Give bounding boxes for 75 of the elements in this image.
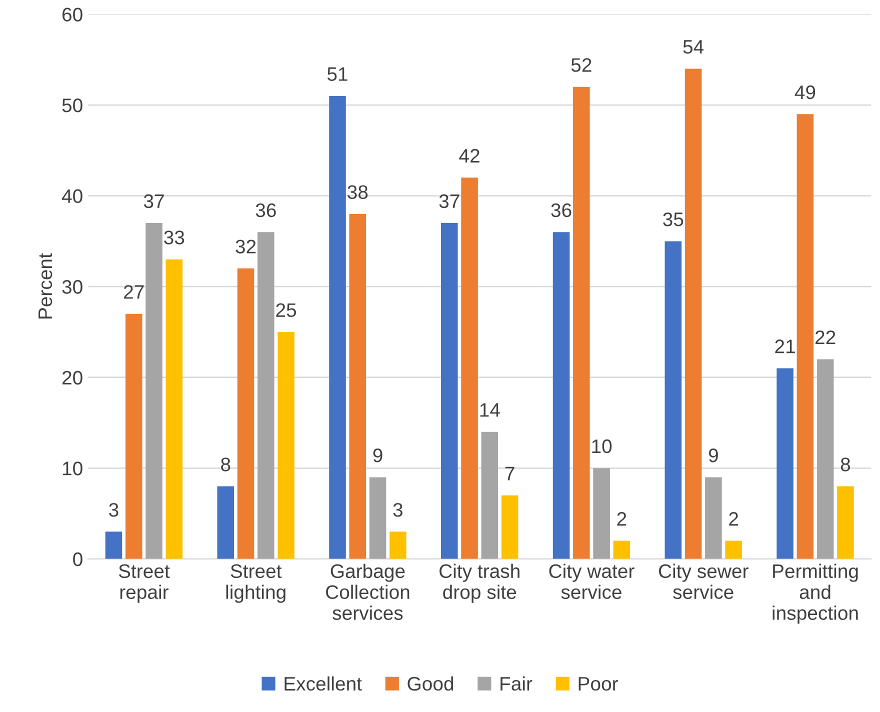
bar [105,532,122,559]
data-label: 54 [683,40,704,54]
bar [369,477,386,559]
data-label: 9 [708,448,718,462]
data-label: 36 [551,203,572,218]
y-tick-label: 60 [62,8,82,22]
bar [573,86,590,559]
data-label: 2 [617,512,626,526]
data-label: 8 [840,458,850,472]
data-label: 33 [164,230,184,244]
bar [705,477,722,559]
bar [725,540,742,559]
x-tick-label: Street lighting [226,564,286,603]
bar [796,114,814,559]
x-tick-label: City trash drop site [440,564,520,603]
bar [481,432,498,559]
data-label: 36 [256,203,276,218]
data-label: 52 [571,58,592,72]
bar [390,532,406,559]
data-label: 51 [327,67,348,81]
bar [166,259,183,559]
x-tick-label: City water service [549,564,634,600]
y-tick-label: 20 [62,370,82,385]
bar [146,223,162,559]
data-label: 27 [124,285,144,299]
bar [501,495,518,559]
bar [461,178,478,559]
y-tick-label: 0 [73,552,82,566]
bar [217,486,234,559]
bar [278,332,294,559]
data-label: 37 [439,194,460,208]
data-label: 22 [815,330,836,344]
x-tick-label: City sewer service [658,564,748,600]
bar [837,486,854,559]
legend-label: Poor [578,677,618,691]
data-label: 10 [592,439,612,454]
bar [593,468,610,559]
data-label: 32 [236,240,256,254]
data-label: 2 [729,512,738,526]
bar [776,368,794,559]
legend-label: Fair [500,676,532,691]
data-label: 38 [348,185,368,199]
y-tick-label: 10 [62,462,82,476]
bar [258,232,274,559]
data-label: 21 [775,340,795,354]
y-tick-label: 40 [62,189,82,204]
bar [329,96,346,559]
bar [237,268,254,559]
x-tick-label: Street repair [118,564,170,603]
data-label: 8 [221,458,230,472]
bar [441,223,458,559]
y-axis-title: Percent [38,253,52,318]
data-label: 7 [505,466,514,480]
legend-label: Good [408,676,454,691]
y-tick-label: 30 [62,280,82,294]
bar [613,540,630,559]
data-label: 25 [276,303,296,318]
data-label: 9 [373,448,382,462]
data-label: 3 [109,502,118,517]
bar [684,68,702,559]
data-label: 37 [144,194,164,208]
bar [125,314,142,559]
legend-label: Excellent [284,676,362,691]
x-tick-label: Garbage Collection services [326,564,410,620]
y-tick-label: 50 [62,98,82,112]
x-tick-label: Permitting and inspection [772,564,858,624]
data-label: 42 [459,148,480,162]
bar [349,214,366,559]
data-label: 14 [480,403,500,417]
data-label: 35 [663,212,684,226]
data-label: 49 [794,85,816,100]
bar [664,241,682,559]
bar [552,232,570,559]
bar [816,359,834,559]
data-label: 3 [393,502,402,517]
